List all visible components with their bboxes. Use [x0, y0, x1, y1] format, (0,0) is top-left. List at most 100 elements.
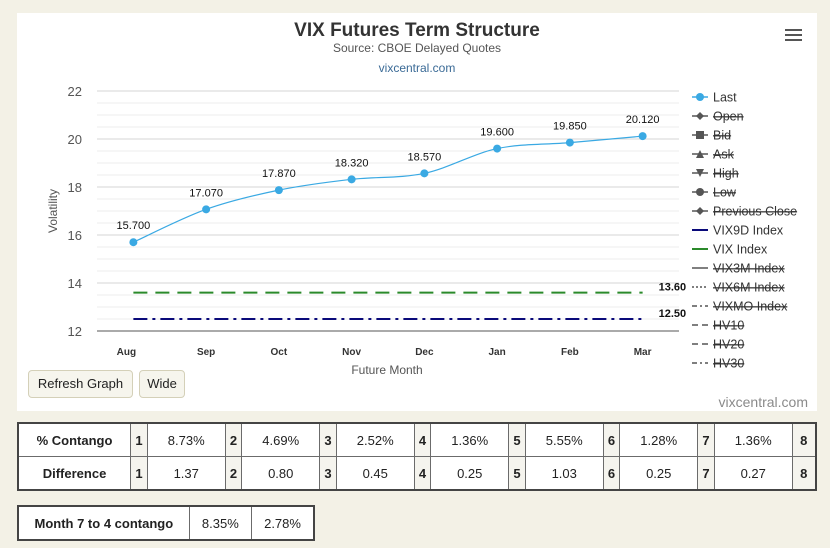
x-tick-label: Aug	[117, 347, 136, 358]
table-cell: 0.80	[241, 456, 321, 491]
legend-item[interactable]: Bid	[692, 129, 731, 143]
table-cell: 1.03	[524, 456, 604, 491]
legend-label: HV30	[713, 357, 744, 371]
data-point	[493, 144, 502, 153]
legend-item[interactable]: Previous Close	[692, 205, 797, 219]
data-point	[638, 132, 647, 141]
legend-label: HV20	[713, 338, 744, 352]
series-line-last	[133, 135, 643, 243]
legend-label: HV10	[713, 319, 744, 333]
row-label: Difference	[17, 456, 132, 491]
data-label: 17.870	[262, 168, 296, 180]
month-index: 5	[508, 422, 526, 457]
refresh-graph-button[interactable]: Refresh Graph	[28, 370, 133, 398]
table-cell: 5.55%	[524, 422, 604, 457]
table-cell: 0.25	[430, 456, 510, 491]
data-label: 19.850	[553, 121, 587, 133]
table-cell: 1.28%	[619, 422, 699, 457]
y-axis-label: Volatility	[46, 189, 60, 233]
month-index: 3	[319, 456, 337, 491]
x-tick-label: Nov	[342, 347, 361, 358]
x-axis-label: Future Month	[351, 363, 422, 377]
month-index: 2	[224, 456, 243, 491]
table-row: % Contango 1 8.73% 2 4.69% 3 2.52% 4 1.36% 5 5.55%…	[17, 422, 817, 457]
data-label: 17.070	[189, 187, 223, 199]
y-tick-label: 20	[68, 132, 82, 147]
legend-item[interactable]: HV10	[692, 319, 744, 333]
legend-item[interactable]: Open	[692, 110, 744, 124]
month-index: 3	[319, 422, 337, 457]
wide-button[interactable]: Wide	[139, 370, 185, 398]
month-index: 8	[791, 422, 817, 457]
legend-label: VIX3M Index	[713, 262, 785, 276]
legend-item[interactable]: HV30	[692, 357, 744, 371]
legend-label: Ask	[713, 148, 735, 162]
y-tick-label: 16	[68, 228, 82, 243]
y-tick-label: 14	[68, 276, 82, 291]
x-tick-label: Oct	[271, 347, 288, 358]
month-index: 4	[413, 456, 432, 491]
legend-item[interactable]: Last	[692, 91, 737, 105]
data-label: 18.570	[408, 151, 442, 163]
table-cell: 0.45	[335, 456, 415, 491]
legend-item[interactable]: VIXMO Index	[692, 300, 788, 314]
legend-label: Low	[713, 186, 737, 200]
table-cell: 8.73%	[146, 422, 226, 457]
legend-marker	[696, 93, 704, 101]
chart-title: VIX Futures Term Structure	[294, 20, 540, 41]
table-cell: 1.37	[146, 456, 226, 491]
chart-plot: 12 14 16 18 20 22 Aug Sep Oct Nov Dec Jan Feb Mar Futu…	[46, 84, 797, 377]
legend-item[interactable]: Low	[692, 186, 737, 200]
month-contango-label: Month 7 to 4 contango	[17, 505, 190, 541]
legend-label: Previous Close	[713, 205, 797, 219]
legend-marker	[696, 112, 704, 120]
table-row: Month 7 to 4 contango 8.35% 2.78%	[17, 505, 315, 541]
legend-label: VIX6M Index	[713, 281, 785, 295]
month-index: 8	[791, 456, 817, 491]
month-contango-value: 2.78%	[251, 505, 315, 541]
legend-marker	[696, 131, 704, 139]
table-row: Difference 1 1.37 2 0.80 3 0.45 4 0.25 5 1.03 6 0.25…	[17, 456, 817, 491]
table-cell: 2.52%	[335, 422, 415, 457]
month-index: 1	[130, 422, 148, 457]
data-point	[202, 205, 211, 214]
table-cell: 1.36%	[430, 422, 510, 457]
legend-label: Last	[713, 91, 737, 105]
y-tick-label: 22	[68, 84, 82, 99]
legend-item[interactable]: High	[692, 167, 739, 181]
month-index: 2	[224, 422, 243, 457]
month-index: 6	[602, 422, 621, 457]
data-point	[274, 186, 283, 195]
y-tick-label: 18	[68, 180, 82, 195]
legend-marker	[696, 188, 704, 196]
data-point	[347, 175, 356, 184]
month-index: 7	[697, 456, 715, 491]
hamburger-menu-icon[interactable]	[785, 29, 802, 43]
legend-label: High	[713, 167, 739, 181]
legend-label: VIXMO Index	[713, 300, 788, 314]
table-cell: 4.69%	[241, 422, 321, 457]
legend-item[interactable]: HV20	[692, 338, 744, 352]
contango-table: % Contango 1 8.73% 2 4.69% 3 2.52% 4 1.36% 5 5.55%…	[17, 422, 817, 491]
legend-label: Open	[713, 110, 744, 124]
legend-item[interactable]: VIX6M Index	[692, 281, 785, 295]
end-label: 12.50	[659, 308, 687, 320]
chart-site-link[interactable]: vixcentral.com	[378, 61, 456, 75]
legend-marker	[696, 150, 704, 158]
chart-credit: vixcentral.com	[718, 394, 808, 410]
table-cell: 1.36%	[713, 422, 793, 457]
x-tick-label: Sep	[197, 347, 215, 358]
legend-label: VIX Index	[713, 243, 768, 257]
legend-item[interactable]: Ask	[692, 148, 735, 162]
legend-item[interactable]: VIX9D Index	[692, 224, 784, 238]
legend-item[interactable]: VIX Index	[692, 243, 768, 257]
legend-label: Bid	[713, 129, 731, 143]
legend-label: VIX9D Index	[713, 224, 784, 238]
legend-item[interactable]: VIX3M Index	[692, 262, 785, 276]
end-label: 13.60	[659, 282, 687, 294]
legend-marker	[696, 169, 704, 177]
legend-marker	[696, 207, 704, 215]
chart-subtitle: Source: CBOE Delayed Quotes	[332, 41, 502, 55]
x-tick-label: Dec	[415, 347, 434, 358]
data-label: 19.600	[480, 127, 514, 139]
